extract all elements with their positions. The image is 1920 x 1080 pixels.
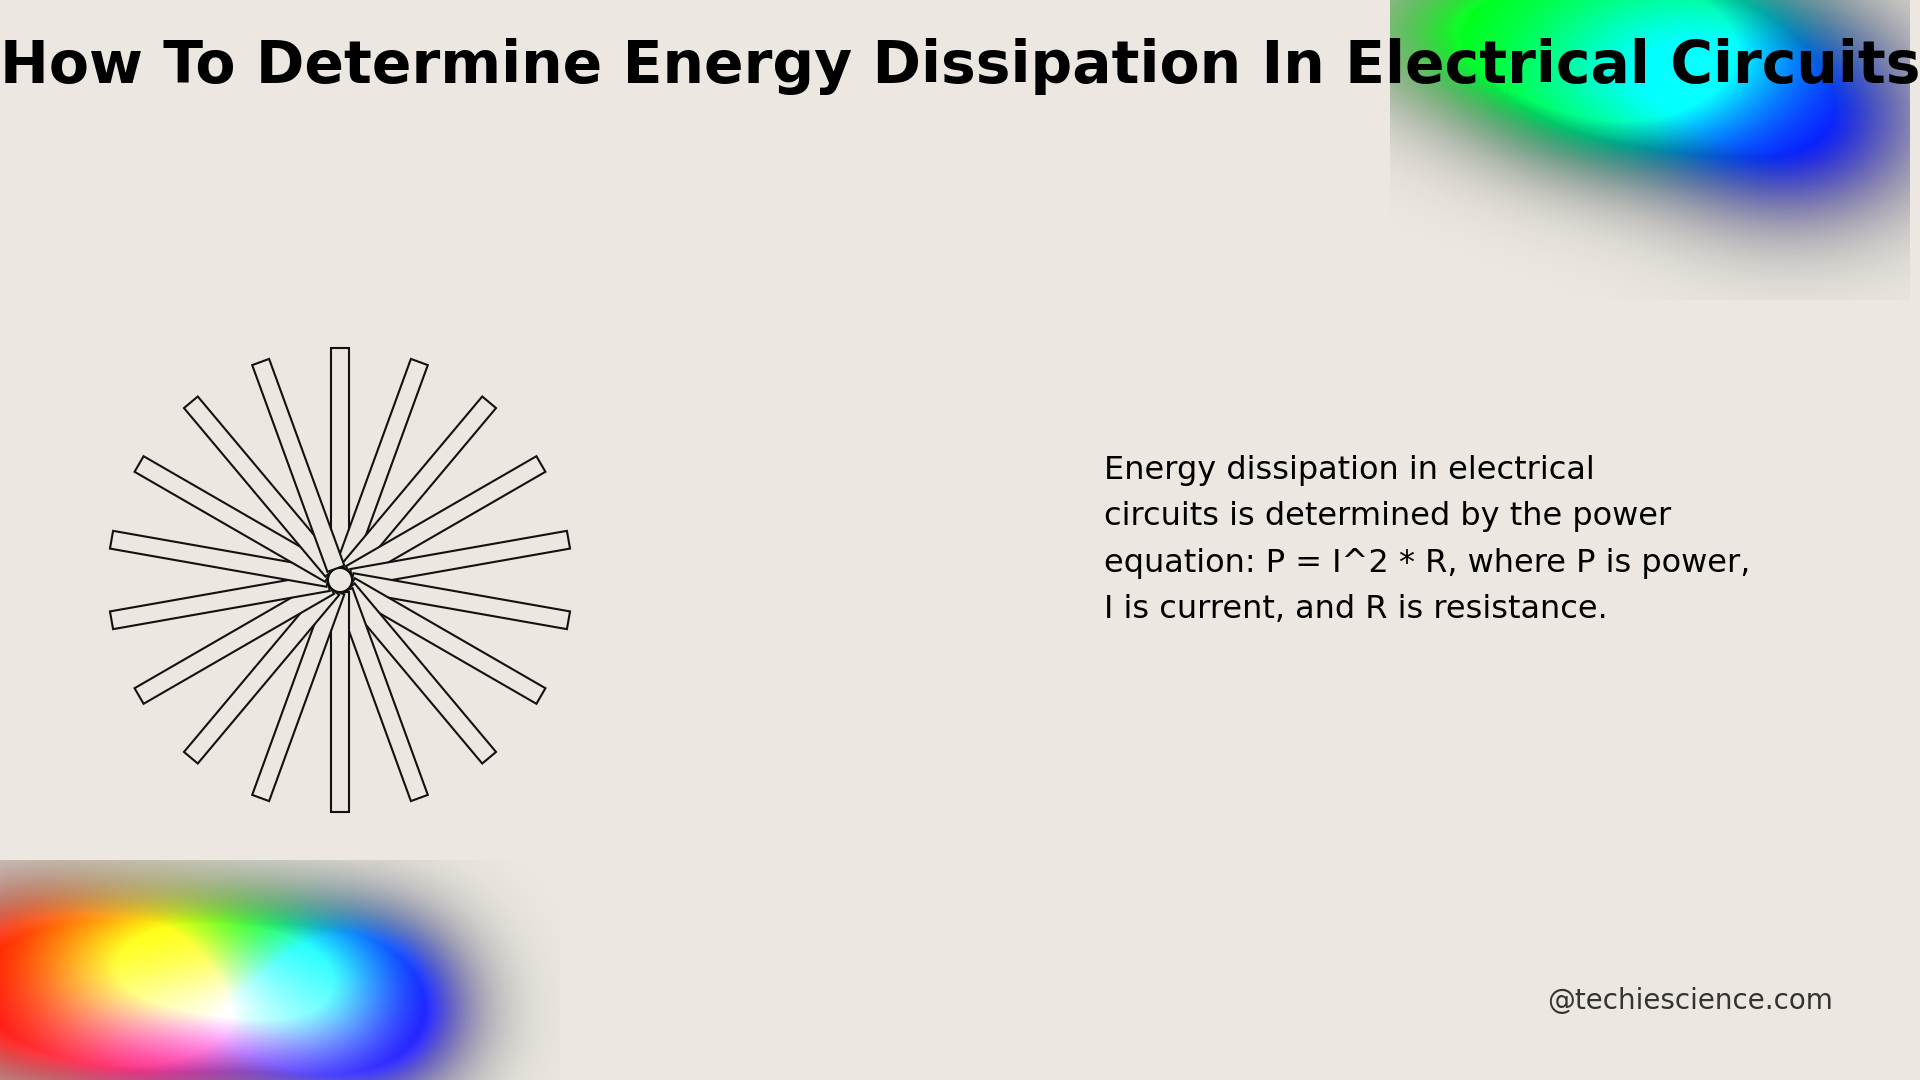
Polygon shape [252, 589, 344, 801]
Polygon shape [346, 456, 545, 582]
Polygon shape [134, 456, 334, 582]
Polygon shape [184, 583, 340, 764]
Polygon shape [336, 589, 428, 801]
Polygon shape [330, 592, 349, 812]
Polygon shape [134, 578, 334, 704]
Polygon shape [252, 359, 344, 571]
Text: How To Determine Energy Dissipation In Electrical Circuits: How To Determine Energy Dissipation In E… [0, 38, 1920, 95]
Polygon shape [349, 531, 570, 586]
Polygon shape [109, 573, 330, 630]
Text: Energy dissipation in electrical
circuits is determined by the power
equation: P: Energy dissipation in electrical circuit… [1104, 455, 1751, 625]
Polygon shape [346, 578, 545, 704]
Polygon shape [342, 583, 495, 764]
Text: @techiescience.com: @techiescience.com [1548, 987, 1832, 1015]
Polygon shape [336, 359, 428, 571]
Polygon shape [349, 573, 570, 630]
Polygon shape [330, 348, 349, 568]
Polygon shape [109, 531, 330, 586]
Polygon shape [184, 396, 340, 577]
Polygon shape [342, 396, 495, 577]
